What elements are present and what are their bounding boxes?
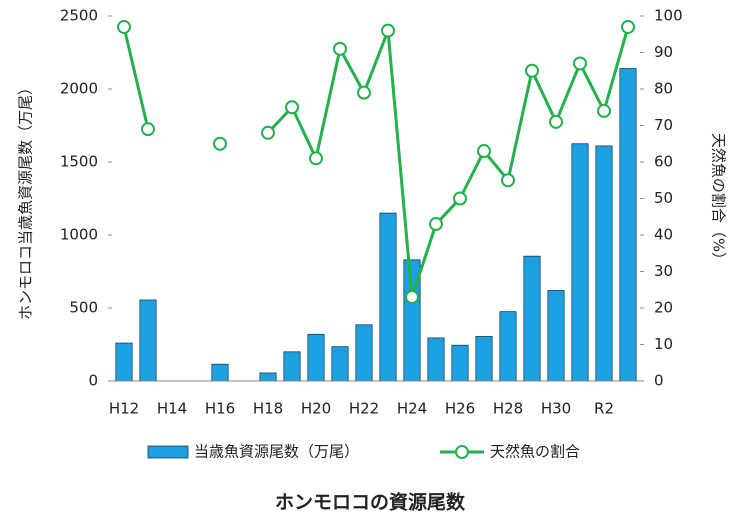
y2-tick-label: 60 [654, 153, 673, 171]
line-marker [141, 122, 155, 137]
x-tick-label: R2 [594, 400, 614, 418]
line-marker [405, 290, 419, 305]
legend-label: 当歳魚資源尾数（万尾） [194, 443, 359, 461]
y2-tick-label: 50 [654, 189, 673, 207]
x-tick-label: H24 [397, 400, 427, 418]
bar [259, 372, 277, 382]
y-tick-label: 2000 [60, 80, 98, 98]
bar [115, 342, 133, 382]
bar [595, 145, 613, 382]
line [122, 26, 630, 298]
line-marker [621, 19, 635, 34]
x-tick-label: H14 [157, 400, 187, 418]
bar [283, 351, 301, 382]
x-tick-label: H18 [253, 400, 283, 418]
line-marker [597, 103, 611, 118]
y-tick-label: 2500 [60, 7, 98, 25]
line-marker [381, 23, 395, 38]
y-axis-label: ホンモロコ当歳魚資源尾数（万尾） [17, 80, 35, 320]
y2-tick-label: 100 [654, 7, 683, 25]
bar [523, 255, 541, 382]
y2-tick-label: 70 [654, 116, 673, 134]
bar [211, 363, 229, 382]
bar [379, 212, 397, 382]
y2-tick-label: 40 [654, 226, 673, 244]
x-tick-label: H26 [445, 400, 475, 418]
x-tick-label: H30 [541, 400, 571, 418]
line-marker [333, 41, 347, 56]
y2-tick-label: 0 [654, 372, 664, 390]
line-marker [357, 85, 371, 100]
y-tick-label: 500 [69, 299, 98, 317]
bar [307, 333, 325, 382]
bar [619, 68, 637, 382]
y2-tick-label: 90 [654, 43, 673, 61]
bar [331, 346, 349, 382]
bar [451, 344, 469, 382]
line-marker [549, 114, 563, 129]
line-marker [285, 100, 299, 115]
y-tick-label: 0 [88, 372, 98, 390]
bar [355, 324, 373, 382]
y2-tick-label: 80 [654, 80, 673, 98]
x-tick-label: H16 [205, 400, 235, 418]
y2-tick-label: 10 [654, 335, 673, 353]
chart-title: ホンモロコの資源尾数 [275, 491, 466, 514]
bar [475, 336, 493, 382]
line-marker [213, 136, 227, 151]
line-marker [453, 191, 467, 206]
y2-axis-label: 天然魚の割合（%） [710, 133, 728, 267]
x-tick-label: H22 [349, 400, 379, 418]
bar [499, 311, 517, 382]
x-tick-label: H12 [109, 400, 139, 418]
bar [427, 337, 445, 382]
x-tick-label: H28 [493, 400, 523, 418]
line-marker [573, 56, 587, 71]
line-marker [525, 63, 539, 78]
line-marker [309, 151, 323, 166]
legend-label: 天然魚の割合 [490, 443, 580, 461]
y-tick-label: 1000 [60, 226, 98, 244]
bar [547, 290, 565, 382]
bar [139, 299, 157, 382]
legend-swatch [147, 445, 189, 459]
line-marker [429, 217, 443, 232]
x-tick-label: H20 [301, 400, 331, 418]
y2-tick-label: 20 [654, 299, 673, 317]
legend-marker [455, 445, 469, 459]
y2-tick-label: 30 [654, 262, 673, 280]
y-tick-label: 1500 [60, 153, 98, 171]
line-marker [501, 173, 515, 188]
line-marker [261, 125, 275, 140]
line-marker [477, 144, 491, 159]
line-marker [117, 19, 131, 34]
bar [571, 143, 589, 382]
